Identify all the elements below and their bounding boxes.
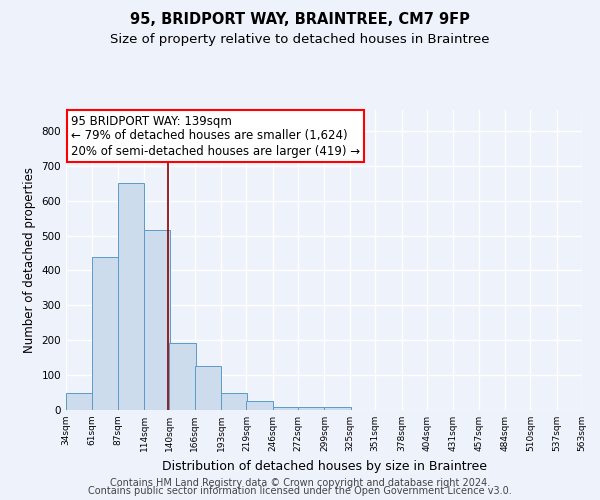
Bar [144, 230, 170, 410]
Text: 95 BRIDPORT WAY: 139sqm
← 79% of detached houses are smaller (1,624)
20% of semi: 95 BRIDPORT WAY: 139sqm ← 79% of detache… [71, 114, 360, 158]
Bar [169, 342, 196, 410]
Bar [92, 256, 119, 410]
Bar [66, 392, 92, 410]
Text: Contains HM Land Registry data © Crown copyright and database right 2024.: Contains HM Land Registry data © Crown c… [110, 478, 490, 488]
Bar [118, 184, 144, 410]
Bar [273, 406, 299, 410]
Text: Contains public sector information licensed under the Open Government Licence v3: Contains public sector information licen… [88, 486, 512, 496]
Bar [247, 401, 273, 410]
Bar [298, 407, 325, 410]
Bar [325, 407, 351, 410]
Text: 95, BRIDPORT WAY, BRAINTREE, CM7 9FP: 95, BRIDPORT WAY, BRAINTREE, CM7 9FP [130, 12, 470, 28]
Bar [221, 392, 247, 410]
Y-axis label: Number of detached properties: Number of detached properties [23, 167, 36, 353]
Text: Size of property relative to detached houses in Braintree: Size of property relative to detached ho… [110, 32, 490, 46]
X-axis label: Distribution of detached houses by size in Braintree: Distribution of detached houses by size … [161, 460, 487, 472]
Bar [195, 366, 221, 410]
